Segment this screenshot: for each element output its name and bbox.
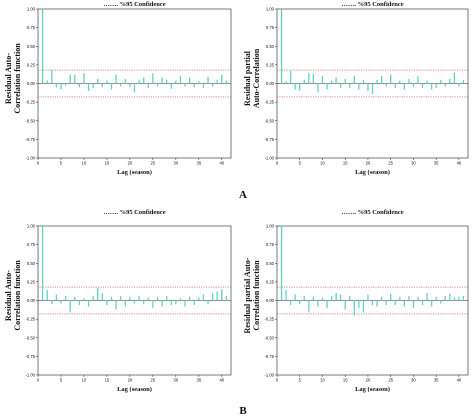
y-tick-label: 1.00 — [266, 224, 275, 229]
y-tick-label: 0.50 — [266, 261, 275, 266]
confidence-legend: ……. %95 Confidence — [103, 209, 165, 216]
y-tick-label: 0.50 — [27, 261, 36, 266]
y-tick-label: -0.50 — [25, 335, 35, 340]
y-axis-label: Residual Auto- — [4, 53, 13, 104]
y-tick-label: -1.00 — [264, 156, 274, 161]
y-tick-label: -0.25 — [264, 100, 274, 105]
x-tick-label: 20 — [366, 161, 371, 166]
y-axis-label: Residual partial Auto- — [243, 257, 252, 333]
x-tick-label: 30 — [174, 161, 179, 166]
y-tick-label: 0.75 — [27, 25, 36, 30]
y-tick-label: 0.00 — [266, 298, 275, 303]
y-tick-label: -0.75 — [264, 137, 274, 142]
y-tick-label: 0.50 — [27, 44, 36, 49]
x-tick-label: 15 — [343, 378, 348, 383]
x-tick-label: 10 — [82, 161, 87, 166]
x-tick-label: 40 — [219, 161, 224, 166]
y-tick-label: 1.00 — [27, 224, 36, 229]
y-tick-label: -0.25 — [25, 317, 35, 322]
y-axis-label: Correlation function — [13, 43, 22, 114]
y-axis-label: Correlation function — [252, 260, 261, 331]
x-tick-label: 35 — [434, 161, 439, 166]
x-tick-label: 10 — [320, 161, 325, 166]
x-tick-label: 30 — [411, 161, 416, 166]
x-tick-label: 25 — [388, 378, 393, 383]
x-tick-label: 25 — [151, 378, 156, 383]
y-tick-label: -0.75 — [25, 354, 35, 359]
x-axis-label: Lag (season) — [355, 386, 390, 393]
y-tick-label: -0.25 — [25, 100, 35, 105]
x-tick-label: 20 — [128, 161, 133, 166]
y-tick-label: -0.50 — [25, 118, 35, 123]
y-tick-label: 0.25 — [266, 279, 275, 284]
confidence-legend: ……. %95 Confidence — [341, 209, 403, 216]
y-tick-label: 0.75 — [266, 25, 275, 30]
x-tick-label: 0 — [37, 378, 40, 383]
y-tick-label: -0.75 — [264, 354, 274, 359]
y-tick-label: -1.00 — [25, 156, 35, 161]
x-tick-label: 40 — [457, 161, 462, 166]
x-axis-label: Lag (season) — [117, 386, 152, 393]
x-tick-label: 25 — [388, 161, 393, 166]
y-tick-label: 0.25 — [27, 279, 36, 284]
x-tick-label: 5 — [299, 378, 302, 383]
y-tick-label: -0.50 — [264, 335, 274, 340]
x-tick-label: 25 — [151, 161, 156, 166]
x-tick-label: 5 — [60, 161, 63, 166]
x-tick-label: 30 — [174, 378, 179, 383]
y-tick-label: -1.00 — [25, 373, 35, 378]
x-tick-label: 35 — [196, 378, 201, 383]
confidence-legend: ……. %95 Confidence — [341, 1, 403, 8]
y-axis-label: Residual partial — [243, 50, 252, 106]
x-tick-label: 35 — [434, 378, 439, 383]
y-axis-label: Residual Auto- — [4, 270, 13, 321]
x-tick-label: 5 — [299, 161, 302, 166]
x-tick-label: 15 — [105, 378, 110, 383]
y-tick-label: 0.00 — [27, 298, 36, 303]
x-tick-label: 20 — [128, 378, 133, 383]
x-tick-label: 20 — [366, 378, 371, 383]
x-tick-label: 30 — [411, 378, 416, 383]
x-tick-label: 0 — [37, 161, 40, 166]
x-tick-label: 15 — [105, 161, 110, 166]
y-tick-label: 0.75 — [27, 242, 36, 247]
confidence-legend: ……. %95 Confidence — [103, 1, 165, 8]
y-tick-label: -0.50 — [264, 118, 274, 123]
chart-b-residual-acf: 1.00 0.75 0.50 0.25 0.00 -0.25 -0.50 -0.75 -1.00… — [4, 209, 232, 393]
y-tick-label: 0.00 — [266, 81, 275, 86]
x-axis-label: Lag (season) — [117, 169, 152, 176]
x-tick-label: 10 — [320, 378, 325, 383]
x-tick-label: 5 — [60, 378, 63, 383]
x-tick-label: 10 — [82, 378, 87, 383]
x-tick-label: 35 — [196, 161, 201, 166]
y-tick-label: 0.25 — [27, 62, 36, 67]
x-tick-label: 40 — [457, 378, 462, 383]
y-tick-label: 1.00 — [266, 7, 275, 12]
x-tick-label: 0 — [276, 378, 279, 383]
chart-a-residual-acf: 1.00 0.75 0.50 0.25 0.00 -0.25 -0.50 -0.75 -1.00… — [4, 1, 232, 176]
x-tick-label: 40 — [219, 378, 224, 383]
x-axis-label: Lag (season) — [355, 169, 390, 176]
x-tick-label: 15 — [343, 161, 348, 166]
y-tick-label: 0.25 — [266, 62, 275, 67]
panel-label-a: A — [239, 189, 247, 201]
y-axis-label: Auto-Correlation — [252, 48, 261, 108]
y-tick-label: -0.25 — [264, 317, 274, 322]
y-axis-label: Correlation function — [13, 260, 22, 331]
y-tick-label: 0.50 — [266, 44, 275, 49]
chart-b-residual-pacf: 1.00 0.75 0.50 0.25 0.00 -0.25 -0.50 -0.75 -1.00… — [243, 209, 469, 393]
y-tick-label: -0.75 — [25, 137, 35, 142]
y-tick-label: 0.00 — [27, 81, 36, 86]
y-tick-label: 1.00 — [27, 7, 36, 12]
x-tick-label: 0 — [276, 161, 279, 166]
chart-a-residual-pacf: 1.00 0.75 0.50 0.25 0.00 -0.25 -0.50 -0.75 -1.00… — [243, 1, 469, 176]
panel-label-b: B — [239, 405, 247, 417]
y-tick-label: 0.75 — [266, 242, 275, 247]
y-tick-label: -1.00 — [264, 373, 274, 378]
